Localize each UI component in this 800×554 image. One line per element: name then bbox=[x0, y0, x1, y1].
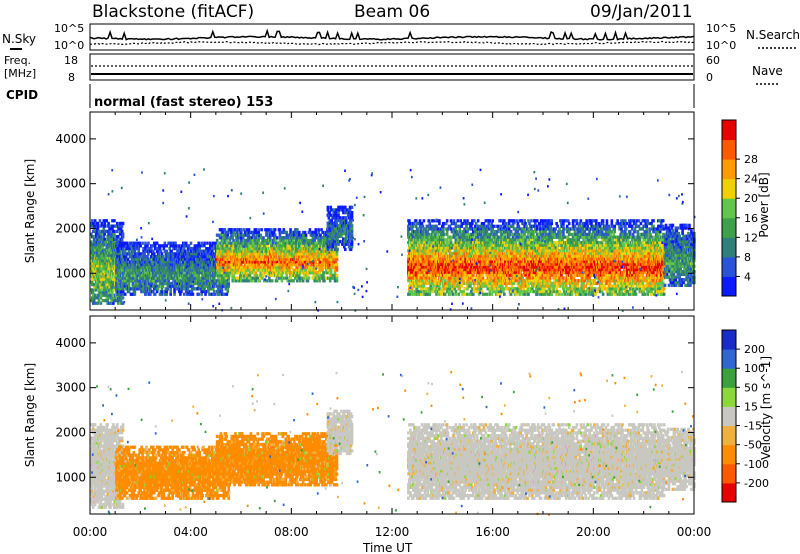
echo-cell bbox=[141, 242, 144, 245]
echo-cell bbox=[113, 219, 116, 222]
echo-cell bbox=[274, 228, 277, 231]
noise-right-label: N.Search bbox=[746, 28, 800, 42]
echo-cell bbox=[305, 234, 308, 237]
echo-cell bbox=[276, 236, 279, 239]
echo-cell bbox=[425, 287, 428, 290]
echo-cell bbox=[197, 293, 200, 296]
noise-sky-line bbox=[90, 31, 694, 40]
echo-cell bbox=[175, 244, 178, 247]
freq-tick-bottom-left: 8 bbox=[68, 71, 75, 84]
echo-cell bbox=[192, 293, 195, 296]
echo-cell bbox=[336, 248, 339, 251]
date-title: 09/Jan/2011 bbox=[590, 2, 693, 22]
echo-cell bbox=[122, 222, 125, 225]
echo-cell bbox=[351, 206, 354, 209]
echo-cell bbox=[334, 243, 337, 246]
noise-panel: N.Sky 10^5 10^0 10^5 10^0 N.Search bbox=[2, 22, 800, 52]
beam-title: Beam 06 bbox=[354, 2, 430, 22]
echo-cell bbox=[147, 242, 150, 245]
noise-tick-bottom-left: 10^0 bbox=[54, 39, 84, 52]
echo-cell bbox=[122, 296, 125, 299]
freq-label-1: Freq. bbox=[4, 54, 31, 67]
echo-cell bbox=[257, 228, 260, 231]
noise-search-line bbox=[90, 41, 694, 44]
nave-tick-top-right: 60 bbox=[706, 54, 720, 67]
station-title: Blackstone (fitACF) bbox=[92, 2, 254, 22]
echo-cell bbox=[206, 242, 209, 245]
echo-cell bbox=[327, 206, 330, 209]
noise-tick-bottom-right: 10^0 bbox=[706, 39, 736, 52]
echo-cell bbox=[438, 219, 441, 222]
echo-cell bbox=[317, 228, 320, 231]
echo-cell bbox=[432, 219, 435, 222]
freq-tick-top-left: 18 bbox=[64, 54, 78, 67]
echo-cell bbox=[122, 232, 125, 235]
echo-cell bbox=[124, 293, 127, 296]
freq-label-2: [MHz] bbox=[4, 67, 36, 80]
echo-cell bbox=[203, 242, 206, 245]
noise-tick-top-left: 10^5 bbox=[54, 22, 84, 35]
echo-cell bbox=[344, 248, 347, 251]
echo-cell bbox=[351, 211, 354, 214]
freq-panel: Freq. [MHz] 18 8 60 0 Nave bbox=[4, 54, 783, 84]
nave-label: Nave bbox=[752, 64, 783, 78]
cpid-text: normal (fast stereo) 153 bbox=[94, 95, 273, 110]
noise-tick-top-right: 10^5 bbox=[706, 22, 736, 35]
echo-cell bbox=[336, 274, 339, 277]
echo-cell bbox=[423, 219, 426, 222]
echo-cell bbox=[113, 230, 116, 233]
echo-cell bbox=[351, 224, 354, 227]
echo-cell bbox=[336, 263, 339, 266]
cpid-label: CPID bbox=[6, 88, 38, 102]
echo-cell bbox=[308, 277, 311, 280]
noise-left-label: N.Sky bbox=[2, 32, 36, 46]
echo-cell bbox=[260, 228, 263, 231]
echo-cell bbox=[190, 242, 193, 245]
echo-cell bbox=[271, 279, 274, 282]
cpid-panel: CPID normal (fast stereo) 153 bbox=[6, 84, 694, 110]
nave-tick-bottom-right: 0 bbox=[706, 71, 713, 84]
echo-cell bbox=[314, 228, 317, 231]
